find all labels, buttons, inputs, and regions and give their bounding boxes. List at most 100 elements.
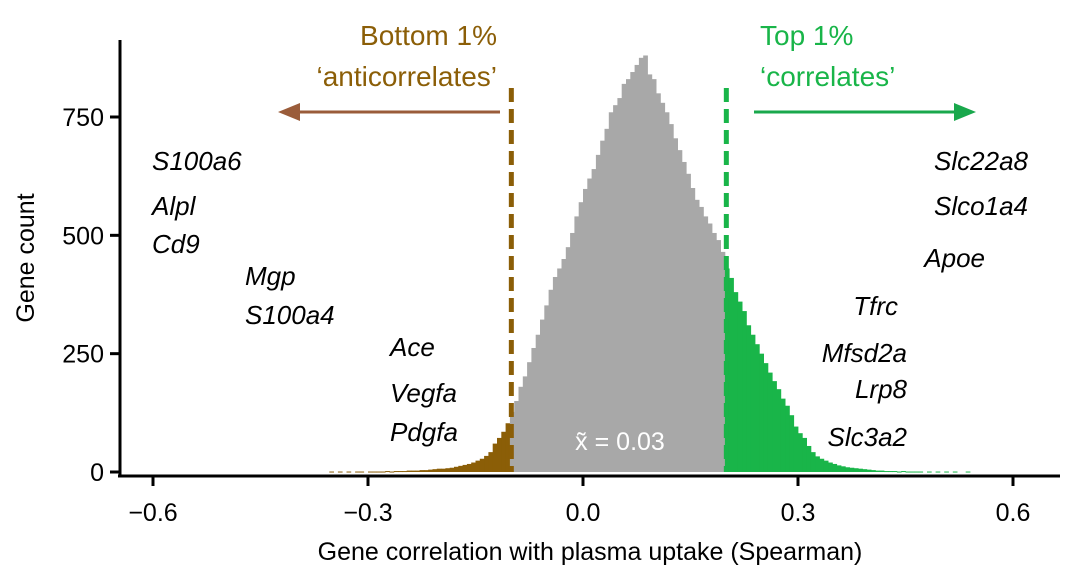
histogram-bar xyxy=(462,464,468,472)
histogram-bar xyxy=(686,173,691,473)
histogram-bar xyxy=(828,462,833,472)
histogram-bar xyxy=(497,437,502,472)
histogram-bar xyxy=(613,105,618,473)
histogram-bar xyxy=(565,247,571,472)
histogram-bar xyxy=(793,426,799,472)
histogram-bar xyxy=(522,376,528,472)
x-tick-label: 0.0 xyxy=(566,499,601,527)
gene-label: Mgp xyxy=(245,261,296,291)
histogram-bar xyxy=(411,470,416,472)
histogram-bar xyxy=(914,471,919,473)
histogram-bar xyxy=(729,277,734,472)
x-axis-ticks: −0.6 −0.3 0.0 0.3 0.6 xyxy=(128,476,1030,527)
histogram-bar xyxy=(492,443,498,472)
histogram-bar xyxy=(862,469,868,472)
y-axis-title: Gene count xyxy=(12,193,40,322)
histogram-bar xyxy=(436,468,442,472)
histogram-bar xyxy=(699,206,704,472)
histogram-bar xyxy=(836,465,842,472)
histogram-bar xyxy=(651,79,657,472)
bottom-arrow-head xyxy=(278,103,300,121)
histogram-bar xyxy=(514,401,519,472)
bottom-annotation-subtitle: ‘anticorrelates’ xyxy=(316,61,497,92)
histogram-bar xyxy=(785,405,790,472)
histogram-bar xyxy=(376,471,382,473)
histogram-bar xyxy=(355,471,360,473)
x-tick-label: −0.6 xyxy=(128,499,177,527)
histogram-bar xyxy=(746,325,752,472)
histogram-bar xyxy=(466,463,472,472)
gene-label: Slc3a2 xyxy=(828,422,908,452)
y-tick-label: 250 xyxy=(62,341,104,369)
histogram-bar xyxy=(385,471,390,473)
histogram-bar xyxy=(853,468,859,472)
histogram-bar xyxy=(346,471,352,473)
histogram-bar xyxy=(544,305,549,472)
histogram-bar xyxy=(445,468,451,472)
gene-label: Mfsd2a xyxy=(822,338,907,368)
histogram-bar xyxy=(608,112,614,473)
gene-label: Ace xyxy=(388,332,435,362)
histogram-bar xyxy=(776,389,782,472)
histogram-bar xyxy=(548,289,554,472)
histogram-bar xyxy=(630,72,635,472)
histogram-bar xyxy=(879,470,885,472)
histogram-bar xyxy=(591,169,597,472)
histogram-bar xyxy=(780,398,786,472)
histogram-bar xyxy=(905,471,911,473)
histogram-bar xyxy=(380,471,386,473)
histogram-bar xyxy=(574,216,580,472)
histogram-bar xyxy=(673,138,678,473)
histogram-bar xyxy=(359,471,365,473)
gene-label: Tfrc xyxy=(853,291,898,321)
histogram-bar xyxy=(896,471,902,473)
histogram-bar xyxy=(432,469,438,472)
histogram-bar xyxy=(337,471,343,473)
histogram-bar xyxy=(638,57,644,472)
histogram-bar xyxy=(402,471,408,473)
y-tick-label: 0 xyxy=(90,459,104,487)
histogram-bar xyxy=(540,319,545,472)
histogram-bar xyxy=(488,452,494,472)
top-arrow xyxy=(754,103,976,121)
histogram-bar xyxy=(398,471,403,473)
histogram-bar xyxy=(441,468,446,472)
x-tick-label: 0.6 xyxy=(996,499,1031,527)
histogram-bar xyxy=(479,458,485,472)
histogram-bar xyxy=(798,433,803,472)
histogram-bar xyxy=(527,362,532,472)
x-axis-title: Gene correlation with plasma uptake (Spe… xyxy=(318,538,863,566)
histogram-bar xyxy=(944,471,949,473)
histogram-bar xyxy=(595,154,601,472)
gene-label: Slc22a8 xyxy=(934,146,1028,176)
gene-label: Pdgfa xyxy=(390,417,458,447)
histogram-bar xyxy=(841,466,846,472)
histogram-bar xyxy=(552,276,558,472)
histogram-bar xyxy=(518,386,524,472)
histogram-bar xyxy=(737,301,743,472)
histogram-bar xyxy=(389,471,395,473)
histogram-bar xyxy=(716,240,721,472)
median-label: x̃ = 0.03 xyxy=(575,428,665,456)
y-tick-label: 750 xyxy=(62,104,104,132)
top-annotation-title: Top 1% xyxy=(760,20,853,51)
x-tick-label: 0.3 xyxy=(781,499,816,527)
histogram-bar xyxy=(965,471,971,473)
histogram-bar xyxy=(617,98,623,472)
histogram-bar xyxy=(935,471,941,473)
histogram-bar xyxy=(561,259,567,472)
histogram-bar xyxy=(733,292,739,472)
histogram-bar xyxy=(484,455,489,472)
gene-label: S100a4 xyxy=(245,300,335,330)
histogram-bar xyxy=(604,128,610,472)
histogram-bar xyxy=(449,467,455,472)
histogram-bar xyxy=(819,458,825,472)
histogram-bar xyxy=(423,470,429,472)
histogram-bar xyxy=(368,471,373,473)
gene-label: Cd9 xyxy=(152,229,200,259)
top-annotation-subtitle: ‘correlates’ xyxy=(760,61,895,92)
histogram-bar xyxy=(927,471,932,473)
histogram-bar xyxy=(888,471,893,473)
histogram-bar xyxy=(419,470,425,472)
gene-label: S100a6 xyxy=(152,146,242,176)
